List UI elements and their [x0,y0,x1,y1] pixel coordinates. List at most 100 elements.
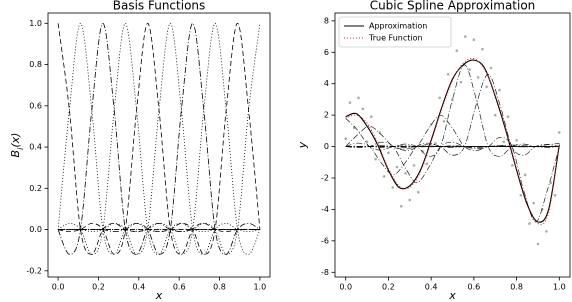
scatter-point [506,115,510,119]
x-tick-label: 0.6 [173,283,186,292]
y-tick-label: -8 [321,268,329,277]
y-tick-label: 4 [324,79,329,88]
scatter-point [523,173,527,177]
scatter-point [558,131,561,134]
scatter-point [472,38,476,42]
scatter-point [459,80,463,84]
y-tick-label: 8 [324,16,329,25]
scatter-point [468,68,471,71]
scaled-basis-line [345,125,560,150]
y-axis-label-part: (x) [9,133,22,148]
x-tick-label: 0.8 [213,283,226,292]
x-tick-label: 0.0 [52,283,65,292]
x-axis-label: x [448,289,456,302]
chart-title: Cubic Spline Approximation [370,0,536,13]
plot-area [57,22,261,255]
plot-area [344,35,561,246]
scatter-point [528,222,531,225]
y-axis-label-part: B [9,150,22,158]
subplot: 0.0 0.2 0.4 0.6 0.8 1.0 -8 -6 -4 -2 0 2 4 6 8 Cubic Spl… [296,0,571,302]
scatter-point [455,49,459,53]
axes-frame [47,12,271,278]
scatter-point [446,72,450,76]
y-axis-label: y [296,141,309,149]
x-tick-label: 0.4 [132,283,145,292]
scatter-point [442,120,446,123]
scatter-point [451,98,454,101]
scaled-basis-line [345,73,560,156]
scatter-point [489,66,493,70]
series-line [57,22,260,255]
series-line [345,59,560,223]
scatter-point [553,193,557,197]
scatter-point [536,242,540,246]
series-line [58,22,261,255]
y-tick-label: 0 [324,142,329,151]
scaled-basis-line [345,142,560,176]
legend-label: True Function [368,34,423,43]
scatter-point [481,47,484,51]
y-axis-label-part: y [296,141,309,149]
scatter-point [348,101,352,104]
y-tick-label: -2 [321,174,329,183]
x-tick-label: 0.0 [339,283,352,292]
legend-box [338,16,452,48]
subplot: 0.0 0.2 0.4 0.6 0.8 1.0 -0.2 0.0 0.2 0.4 0.6 0.8 1.0… [9,0,271,302]
scatter-point [434,142,437,145]
scatter-point [382,175,386,178]
scatter-point [357,96,360,100]
scatter-point [391,186,394,189]
chart-title: Basis Functions [113,0,206,13]
scatter-point [485,85,488,89]
x-tick-label: 0.8 [510,283,523,292]
legend: Approximation True Function [338,16,452,48]
scatter-point [519,193,523,197]
scatter-point [549,181,553,185]
y-tick-label: 0.8 [29,60,42,69]
scatter-point [438,96,441,100]
scatter-point [365,140,369,144]
x-axis-label: x [155,289,163,302]
y-axis-label: Bi(x) [9,133,25,158]
scatter-point [399,204,403,208]
series-line [58,22,261,255]
scatter-point [498,88,501,92]
scaled-basis-line [345,141,560,184]
y-tick-label: 0.4 [29,143,42,152]
scatter-point [515,138,518,142]
axes-frame [334,12,571,278]
x-tick-label: 0.2 [92,283,105,292]
scatter-point [511,164,514,167]
x-tick-label: 1.0 [553,283,566,292]
scatter-point [464,35,467,38]
series-line [58,22,261,255]
y-tick-label: -0.2 [26,266,42,275]
scatter-point [425,162,429,166]
scatter-point [476,76,480,79]
scatter-point [370,115,373,119]
scatter-point [532,201,535,205]
scatter-point [387,151,390,155]
y-tick-label: 1.0 [29,19,42,28]
y-tick-label: -4 [321,205,329,214]
scatter-point [408,198,412,202]
y-tick-label: 0.2 [29,184,42,193]
scatter-point [412,164,416,167]
scaled-basis-line [345,64,560,157]
y-axis-label-part: i [16,147,25,150]
scatter-point [502,140,506,144]
scatter-point [545,230,548,233]
x-tick-label: 0.2 [382,283,395,292]
scatter-point [374,157,377,161]
series-line [58,22,260,255]
scatter-point [361,107,365,111]
series-line [58,22,260,255]
scatter-point [404,171,407,175]
y-tick-label: 0.0 [29,225,42,234]
y-tick-label: -6 [321,236,329,245]
y-tick-label: 0.6 [29,101,42,110]
series-line [58,23,261,255]
series-line [57,22,260,255]
series-line [57,22,260,255]
